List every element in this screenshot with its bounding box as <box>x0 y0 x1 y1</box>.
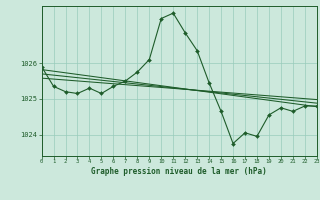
X-axis label: Graphe pression niveau de la mer (hPa): Graphe pression niveau de la mer (hPa) <box>91 167 267 176</box>
